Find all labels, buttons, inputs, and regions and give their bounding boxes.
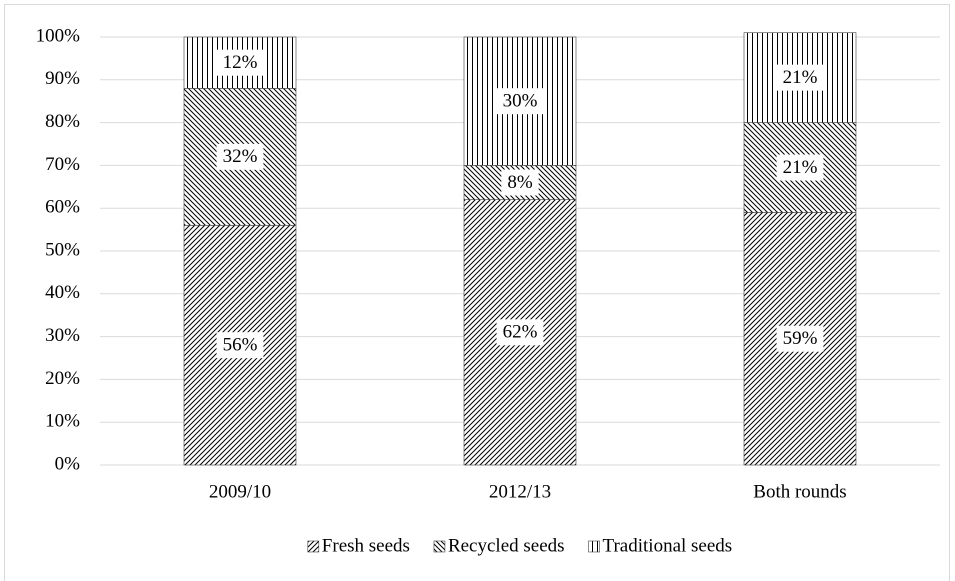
data-label-box: [496, 88, 544, 115]
x-tick-label: 2012/13: [489, 481, 551, 502]
data-label-box: [776, 154, 824, 181]
data-label-box: [216, 332, 264, 359]
data-label-box: [501, 169, 539, 196]
legend-swatch: [588, 540, 600, 553]
legend-swatch: [307, 540, 320, 553]
y-tick-label: 50%: [45, 239, 80, 260]
data-label: 32%: [223, 146, 258, 167]
legend-swatch: [433, 540, 446, 553]
data-label: 8%: [507, 172, 533, 193]
y-tick-label: 30%: [45, 325, 80, 346]
data-label-box: [776, 64, 824, 91]
y-tick-label: 40%: [45, 282, 80, 303]
legend-label: Traditional seeds: [603, 535, 733, 556]
data-label-box: [216, 143, 264, 170]
data-label-box: [776, 325, 824, 352]
data-label: 56%: [223, 335, 258, 356]
data-label-box: [496, 319, 544, 346]
data-label: 21%: [783, 67, 818, 88]
data-label: 21%: [783, 157, 818, 178]
y-tick-label: 0%: [55, 453, 81, 474]
data-label: 30%: [503, 91, 538, 112]
y-tick-label: 70%: [45, 154, 80, 175]
y-tick-label: 80%: [45, 111, 80, 132]
x-tick-label: 2009/10: [209, 481, 271, 502]
data-label-box: [216, 49, 264, 76]
data-label: 59%: [783, 328, 818, 349]
data-label: 12%: [223, 52, 258, 73]
y-tick-label: 20%: [45, 368, 80, 389]
y-tick-label: 100%: [36, 25, 81, 46]
legend-label: Recycled seeds: [448, 535, 565, 556]
y-tick-label: 10%: [45, 411, 80, 432]
data-label: 62%: [503, 322, 538, 343]
y-tick-label: 90%: [45, 68, 80, 89]
legend-label: Fresh seeds: [322, 535, 410, 556]
x-tick-label: Both rounds: [753, 481, 846, 502]
y-tick-label: 60%: [45, 197, 80, 218]
